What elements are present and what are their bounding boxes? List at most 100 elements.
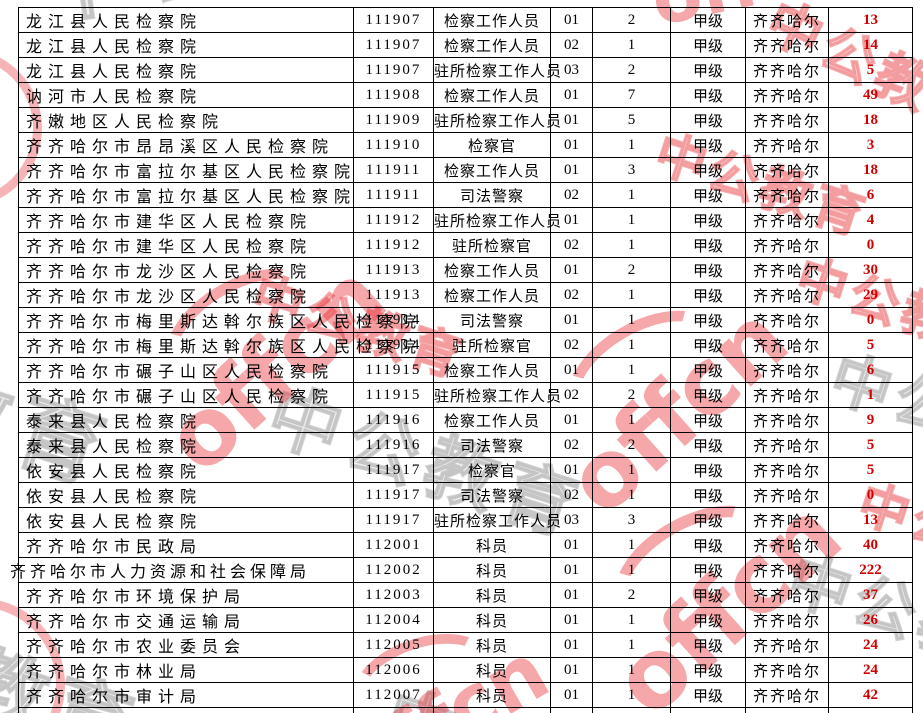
cell-position-title: 检察工作人员 [433, 7, 551, 33]
cell-applicants-count: 51 [828, 707, 913, 713]
cell-position-number: 01 [550, 82, 593, 108]
cell-position-number: 01 [550, 407, 593, 433]
table-row: 齐齐哈尔市民政局 112001 科员 01 1 甲级 齐齐哈尔 40 [18, 532, 913, 558]
cell-position-number: 02 [550, 432, 593, 458]
cell-position-number: 01 [550, 207, 593, 233]
cell-grade: 甲级 [670, 457, 746, 483]
cell-city: 齐齐哈尔 [745, 82, 829, 108]
cell-position-title: 科员 [433, 682, 551, 708]
cell-position-number: 02 [550, 332, 593, 358]
cell-city: 齐齐哈尔 [745, 482, 829, 508]
cell-grade: 甲级 [670, 607, 746, 633]
cell-openings-count: 1 [592, 232, 671, 258]
cell-applicants-count: 5 [828, 432, 913, 458]
cell-openings-count: 1 [592, 132, 671, 158]
cell-grade: 甲级 [670, 207, 746, 233]
table-row: 齐嫩地区人民检察院 111909 驻所检察工作人员 01 5 甲级 齐齐哈尔 1… [18, 107, 913, 133]
cell-unit-code: 111911 [353, 157, 434, 183]
cell-grade: 甲级 [670, 232, 746, 258]
cell-position-number: 03 [550, 507, 593, 533]
cell-applicants-count: 0 [828, 482, 913, 508]
cell-applicants-count: 14 [828, 32, 913, 58]
cell-position-title: 检察官 [433, 457, 551, 483]
cell-recruiting-unit: 龙江县人民检察院 [18, 57, 354, 83]
cell-openings-count: 1 [592, 707, 671, 713]
cell-grade: 甲级 [670, 507, 746, 533]
cell-city: 齐齐哈尔 [745, 132, 829, 158]
cell-applicants-count: 49 [828, 82, 913, 108]
table-row: 齐齐哈尔市梅里斯达斡尔族区人民检察院 111914 驻所检察官 02 1 甲级 … [18, 332, 913, 358]
cell-position-title: 司法警察 [433, 482, 551, 508]
cell-city: 齐齐哈尔 [745, 307, 829, 333]
cell-openings-count: 3 [592, 507, 671, 533]
cell-position-title: 驻所检察工作人员 [433, 382, 561, 408]
cell-openings-count: 1 [592, 407, 671, 433]
cell-recruiting-unit: 齐齐哈尔市林业局 [18, 657, 354, 683]
table-row: 依安县人民检察院 111917 司法警察 02 1 甲级 齐齐哈尔 0 [18, 482, 913, 508]
cell-openings-count: 1 [592, 332, 671, 358]
table-row: 齐齐哈尔市建华区人民检察院 111912 驻所检察官 02 1 甲级 齐齐哈尔 … [18, 232, 913, 258]
cell-recruiting-unit: 齐齐哈尔市龙沙区人民检察院 [18, 282, 354, 308]
cell-position-number: 01 [550, 707, 593, 713]
cell-city: 齐齐哈尔 [745, 657, 829, 683]
cell-openings-count: 7 [592, 82, 671, 108]
table-row: 齐齐哈尔市审计局 112007 科员 01 1 甲级 齐齐哈尔 42 [18, 682, 913, 708]
cell-unit-code: 112005 [353, 632, 434, 658]
cell-position-title: 检察工作人员 [433, 407, 551, 433]
cell-unit-code: 111915 [353, 357, 434, 383]
cell-recruiting-unit: 龙江县人民检察院 [18, 7, 354, 33]
cell-recruiting-unit: 齐嫩地区人民检察院 [18, 107, 354, 133]
table-row: 齐齐哈尔市昂昂溪区人民检察院 111910 检察官 01 1 甲级 齐齐哈尔 3 [18, 132, 913, 158]
cell-recruiting-unit: 齐齐哈尔市审计局 [18, 682, 354, 708]
cell-openings-count: 2 [592, 257, 671, 283]
table-row: 龙江县人民检察院 111907 驻所检察工作人员 03 2 甲级 齐齐哈尔 5 [18, 57, 913, 83]
cell-recruiting-unit: 齐齐哈尔市民政局 [18, 532, 354, 558]
cell-applicants-count: 6 [828, 357, 913, 383]
cell-recruiting-unit: 依安县人民检察院 [18, 507, 354, 533]
cell-applicants-count: 5 [828, 57, 913, 83]
cell-openings-count: 1 [592, 557, 671, 583]
recruitment-positions-table: 龙江县人民检察院 111907 检察工作人员 01 2 甲级 齐齐哈尔 13 龙… [10, 7, 913, 713]
cell-city: 齐齐哈尔 [745, 382, 829, 408]
cell-openings-count: 2 [592, 432, 671, 458]
cell-unit-code: 111914 [353, 307, 434, 333]
table-row: 齐齐哈尔市人力资源和社会保障局 112002 科员 01 1 甲级 齐齐哈尔 2… [10, 557, 913, 583]
cell-grade: 甲级 [670, 557, 746, 583]
cell-unit-code: 112004 [353, 607, 434, 633]
cell-position-number: 01 [550, 607, 593, 633]
cell-grade: 甲级 [670, 107, 746, 133]
cell-openings-count: 1 [592, 32, 671, 58]
cell-position-title: 司法警察 [433, 432, 551, 458]
table-row: 齐齐哈尔市梅里斯达斡尔族区人民检察院 111914 司法警察 01 1 甲级 齐… [18, 307, 913, 333]
table-row: 齐齐哈尔市建华区人民检察院 111912 驻所检察工作人员 01 1 甲级 齐齐… [18, 207, 913, 233]
cell-position-number: 01 [550, 632, 593, 658]
cell-recruiting-unit: 齐齐哈尔市建华区人民检察院 [18, 232, 354, 258]
cell-position-title: 科员 [433, 607, 551, 633]
cell-position-number: 01 [550, 557, 593, 583]
cell-openings-count: 2 [592, 57, 671, 83]
table-row: 齐齐哈尔市林业局 112006 科员 01 1 甲级 齐齐哈尔 24 [18, 657, 913, 683]
cell-city: 齐齐哈尔 [745, 207, 829, 233]
table-row: 讷河市人民检察院 111908 检察工作人员 01 7 甲级 齐齐哈尔 49 [18, 82, 913, 108]
cell-applicants-count: 9 [828, 407, 913, 433]
cell-position-title: 科员 [433, 632, 551, 658]
table-row: 齐齐哈尔市碾子山区人民检察院 111915 驻所检察工作人员 02 2 甲级 齐… [18, 382, 913, 408]
cell-grade: 甲级 [670, 182, 746, 208]
table-row: 依安县人民检察院 111917 检察官 01 1 甲级 齐齐哈尔 5 [18, 457, 913, 483]
cell-position-title: 检察工作人员 [433, 257, 551, 283]
cell-recruiting-unit: 齐齐哈尔市交通运输局 [18, 607, 354, 633]
cell-applicants-count: 24 [828, 657, 913, 683]
cell-city: 齐齐哈尔 [745, 607, 829, 633]
cell-position-number: 02 [550, 32, 593, 58]
cell-position-title: 驻所检察工作人员 [433, 207, 561, 233]
cell-openings-count: 1 [592, 682, 671, 708]
cell-position-title: 检察工作人员 [433, 282, 551, 308]
cell-openings-count: 1 [592, 357, 671, 383]
cell-position-title: 检察官 [433, 132, 551, 158]
cell-grade: 甲级 [670, 632, 746, 658]
table-row: 龙江县人民检察院 111907 检察工作人员 01 2 甲级 齐齐哈尔 13 [18, 7, 913, 33]
cell-unit-code: 112003 [353, 582, 434, 608]
cell-grade: 甲级 [670, 382, 746, 408]
table-row: 依安县人民检察院 111917 驻所检察工作人员 03 3 甲级 齐齐哈尔 13 [18, 507, 913, 533]
